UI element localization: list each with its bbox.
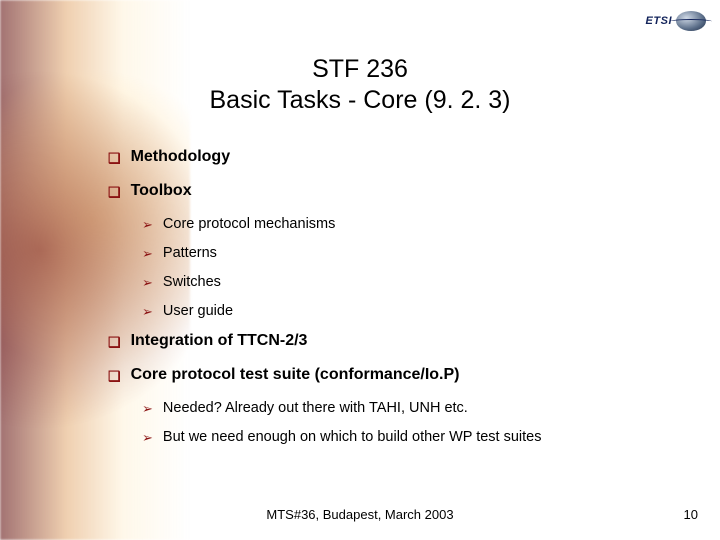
logo-text: ETSI [646,15,672,27]
arrow-bullet-icon: ➢ [142,216,153,234]
bullet-text: Toolbox [131,182,192,200]
square-bullet-icon: ❑ [108,332,121,352]
content-body: ❑ Methodology ❑ Toolbox ➢ Core protocol … [108,148,688,458]
sub-bullet-core-mechanisms: ➢ Core protocol mechanisms [142,216,688,234]
title-line-2: Basic Tasks - Core (9. 2. 3) [0,85,720,116]
bullet-text: Switches [163,274,221,290]
bullet-text: Core protocol test suite (conformance/Io… [131,366,460,384]
square-bullet-icon: ❑ [108,366,121,386]
bullet-toolbox: ❑ Toolbox [108,182,688,202]
title-line-1: STF 236 [0,54,720,85]
slide: ETSI STF 236 Basic Tasks - Core (9. 2. 3… [0,0,720,540]
arrow-bullet-icon: ➢ [142,400,153,418]
bullet-text: But we need enough on which to build oth… [163,429,542,445]
logo: ETSI [620,6,706,36]
bullet-text: User guide [163,303,233,319]
square-bullet-icon: ❑ [108,182,121,202]
bullet-text: Core protocol mechanisms [163,216,335,232]
bullet-text: Patterns [163,245,217,261]
bullet-text: Integration of TTCN-2/3 [131,332,308,350]
arrow-bullet-icon: ➢ [142,303,153,321]
sub-bullet-patterns: ➢ Patterns [142,245,688,263]
slide-title: STF 236 Basic Tasks - Core (9. 2. 3) [0,54,720,117]
bullet-text: Methodology [131,148,231,166]
sub-bullet-needed: ➢ Needed? Already out there with TAHI, U… [142,400,688,418]
bullet-methodology: ❑ Methodology [108,148,688,168]
bullet-core-test-suite: ❑ Core protocol test suite (conformance/… [108,366,688,386]
page-number: 10 [684,507,698,522]
logo-orb-icon [676,11,706,31]
sub-bullet-user-guide: ➢ User guide [142,303,688,321]
arrow-bullet-icon: ➢ [142,274,153,292]
bullet-text: Needed? Already out there with TAHI, UNH… [163,400,468,416]
square-bullet-icon: ❑ [108,148,121,168]
arrow-bullet-icon: ➢ [142,429,153,447]
sub-bullet-switches: ➢ Switches [142,274,688,292]
arrow-bullet-icon: ➢ [142,245,153,263]
sub-bullet-build-suites: ➢ But we need enough on which to build o… [142,429,688,447]
footer-text: MTS#36, Budapest, March 2003 [0,507,720,522]
bullet-integration-ttcn: ❑ Integration of TTCN-2/3 [108,332,688,352]
